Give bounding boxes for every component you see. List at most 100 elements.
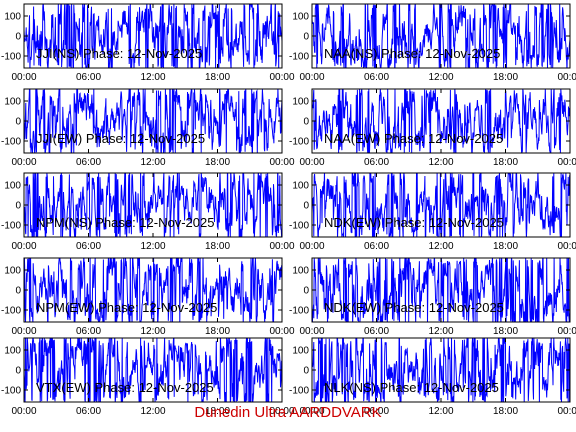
y-tick-label: 0 xyxy=(303,201,309,212)
y-tick-label: 100 xyxy=(292,181,309,192)
panel-title: NAA(EW) Phase: 12-Nov-2025 xyxy=(324,131,503,146)
x-tick-label: 06:00 xyxy=(76,241,101,252)
phase-panel-10: 1000-10000:0006:0012:0018:0000:00NLK(NS)… xyxy=(289,337,576,417)
x-tick-label: 00:00 xyxy=(299,241,324,252)
x-tick-label: 00:00 xyxy=(557,157,576,168)
y-tick-label: -100 xyxy=(1,306,21,317)
x-tick-label: 00:00 xyxy=(299,157,324,168)
y-tick-label: -100 xyxy=(1,137,21,148)
x-tick-label: 00:00 xyxy=(299,406,324,417)
phase-trace xyxy=(24,338,282,402)
x-tick-label: 18:00 xyxy=(493,326,518,337)
x-tick-label: 00:00 xyxy=(11,406,36,417)
x-tick-label: 00:00 xyxy=(557,72,576,83)
x-tick-label: 12:00 xyxy=(428,406,453,417)
phase-panel-2: 1000-10000:0006:0012:0018:0000:00NAA(NS)… xyxy=(289,3,576,83)
x-tick-label: 12:00 xyxy=(140,326,165,337)
panel-title: JJI(NS) Phase: 12-Nov-2025 xyxy=(36,46,202,61)
panel-title: JJI(EW) Phase: 12-Nov-2025 xyxy=(36,131,205,146)
phase-trace xyxy=(24,89,282,153)
x-tick-label: 18:00 xyxy=(205,406,230,417)
phase-panel-8: 1000-10000:0006:0012:0018:0000:00NDK(EW)… xyxy=(289,257,576,337)
x-tick-label: 12:00 xyxy=(428,72,453,83)
x-tick-label: 06:00 xyxy=(364,326,389,337)
x-tick-label: 00:00 xyxy=(269,326,294,337)
x-tick-label: 00:00 xyxy=(269,157,294,168)
y-tick-label: 100 xyxy=(4,346,21,357)
y-tick-label: -100 xyxy=(289,221,309,232)
x-tick-label: 00:00 xyxy=(299,326,324,337)
x-tick-label: 12:00 xyxy=(428,326,453,337)
y-tick-label: 0 xyxy=(15,201,21,212)
y-tick-label: 0 xyxy=(303,366,309,377)
x-tick-label: 06:00 xyxy=(364,72,389,83)
phase-trace xyxy=(312,4,570,68)
phase-trace xyxy=(24,4,282,68)
panel-title: NAA(NS) Phase: 12-Nov-2025 xyxy=(324,46,500,61)
x-tick-label: 12:00 xyxy=(428,157,453,168)
panel-title: NDK(EW) Phase: 12-Nov-2025 xyxy=(324,300,504,315)
y-tick-label: -100 xyxy=(1,52,21,63)
x-tick-label: 18:00 xyxy=(493,72,518,83)
phase-trace xyxy=(312,258,570,322)
phase-trace xyxy=(312,89,570,153)
y-tick-label: -100 xyxy=(1,221,21,232)
panel-title: VTX(EW) Phase: 12-Nov-2025 xyxy=(36,380,214,395)
phase-trace xyxy=(312,338,570,402)
phase-trace xyxy=(312,173,570,237)
y-tick-label: -100 xyxy=(289,386,309,397)
y-tick-label: 100 xyxy=(4,12,21,23)
x-tick-label: 18:00 xyxy=(493,157,518,168)
y-tick-label: -100 xyxy=(289,306,309,317)
x-tick-label: 00:00 xyxy=(11,241,36,252)
x-tick-label: 12:00 xyxy=(428,241,453,252)
x-tick-label: 06:00 xyxy=(76,157,101,168)
x-tick-label: 00:00 xyxy=(557,326,576,337)
x-tick-label: 18:00 xyxy=(205,241,230,252)
y-tick-label: 100 xyxy=(292,12,309,23)
x-tick-label: 12:00 xyxy=(140,72,165,83)
x-tick-label: 06:00 xyxy=(76,72,101,83)
y-tick-label: 0 xyxy=(15,32,21,43)
x-tick-label: 00:00 xyxy=(299,72,324,83)
y-tick-label: -100 xyxy=(1,386,21,397)
x-tick-label: 18:00 xyxy=(493,406,518,417)
x-tick-label: 00:00 xyxy=(557,406,576,417)
y-tick-label: 0 xyxy=(15,366,21,377)
x-tick-label: 06:00 xyxy=(364,406,389,417)
x-tick-label: 00:00 xyxy=(11,157,36,168)
panel-title: NPM(EW) Phase: 12-Nov-2025 xyxy=(36,300,217,315)
x-tick-label: 00:00 xyxy=(11,72,36,83)
phase-panel-6: 1000-10000:0006:0012:0018:0000:00NDK(EW)… xyxy=(289,172,576,252)
x-tick-label: 18:00 xyxy=(493,241,518,252)
phase-trace xyxy=(24,173,282,237)
x-tick-label: 12:00 xyxy=(140,241,165,252)
x-tick-label: 18:00 xyxy=(205,157,230,168)
x-tick-label: 12:00 xyxy=(140,406,165,417)
x-tick-label: 00:00 xyxy=(557,241,576,252)
y-tick-label: 100 xyxy=(292,266,309,277)
y-tick-label: 0 xyxy=(15,117,21,128)
x-tick-label: 00:00 xyxy=(269,406,294,417)
y-tick-label: -100 xyxy=(289,137,309,148)
x-tick-label: 12:00 xyxy=(140,157,165,168)
panel-title: NPM(NS) Phase: 12-Nov-2025 xyxy=(36,215,214,230)
x-tick-label: 00:00 xyxy=(269,72,294,83)
x-tick-label: 06:00 xyxy=(76,406,101,417)
y-tick-label: -100 xyxy=(289,52,309,63)
y-tick-label: 100 xyxy=(4,97,21,108)
y-tick-label: 0 xyxy=(303,117,309,128)
y-tick-label: 0 xyxy=(303,32,309,43)
y-tick-label: 100 xyxy=(292,346,309,357)
phase-panel-4: 1000-10000:0006:0012:0018:0000:00NAA(EW)… xyxy=(289,88,576,168)
y-tick-label: 0 xyxy=(303,286,309,297)
x-tick-label: 06:00 xyxy=(364,241,389,252)
station-footer-label: Dunedin Ultra AARDDVARK xyxy=(194,404,382,421)
y-tick-label: 100 xyxy=(292,97,309,108)
